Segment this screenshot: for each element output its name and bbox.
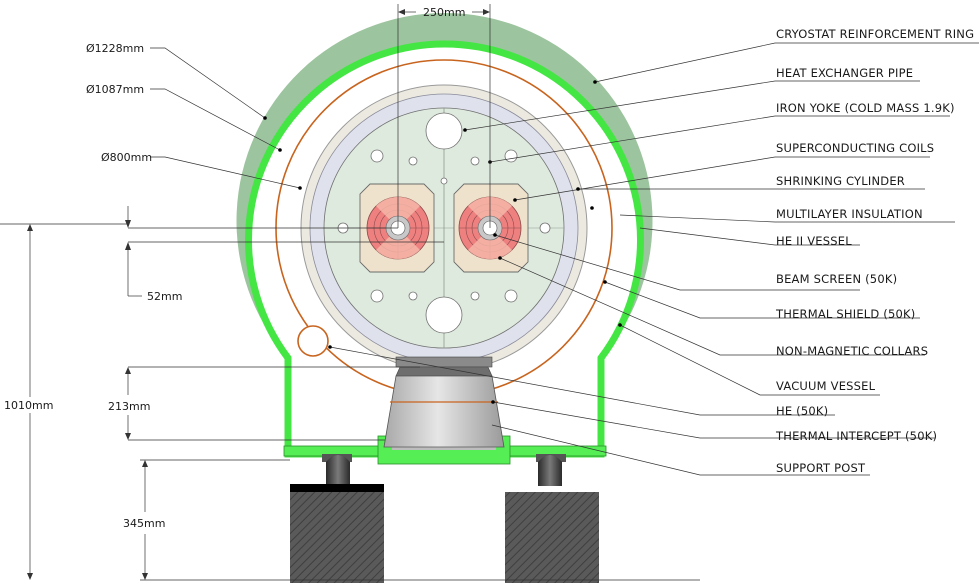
label-he50: HE (50K) xyxy=(776,404,828,418)
base-supports xyxy=(290,454,599,583)
dim-h52: 52mm xyxy=(147,290,182,303)
label-iron-yoke: IRON YOKE (COLD MASS 1.9K) xyxy=(776,101,955,115)
label-vacuum-vessel: VACUUM VESSEL xyxy=(776,379,876,393)
support-post-cone xyxy=(383,375,505,448)
dim-h345: 345mm xyxy=(123,517,165,530)
label-support-post: SUPPORT POST xyxy=(776,461,866,475)
dim-d1228: Ø1228mm xyxy=(86,42,144,55)
label-shrinking-cyl: SHRINKING CYLINDER xyxy=(776,174,905,188)
jack-block-left xyxy=(290,492,384,583)
label-he2-vessel: HE II VESSEL xyxy=(776,234,852,248)
dimension-texts: Ø1228mm Ø1087mm Ø800mm 250mm 52mm 213mm … xyxy=(4,6,465,530)
label-heat-exchanger: HEAT EXCHANGER PIPE xyxy=(776,66,913,80)
he-50k-pipe xyxy=(297,325,329,357)
leader-dots xyxy=(263,80,622,404)
dimension-lines xyxy=(0,4,700,581)
dim-d800: Ø800mm xyxy=(101,151,152,164)
yoke-hole-top xyxy=(425,112,463,150)
label-sc-coils: SUPERCONDUCTING COILS xyxy=(776,141,934,155)
label-cryostat-ring: CRYOSTAT REINFORCEMENT RING xyxy=(776,27,974,41)
dim-spacing: 250mm xyxy=(423,6,465,19)
cold-mass xyxy=(300,84,588,372)
dimension-arrows xyxy=(27,9,490,580)
dim-h213: 213mm xyxy=(108,400,150,413)
label-collars: NON-MAGNETIC COLLARS xyxy=(776,344,928,358)
dim-h1010: 1010mm xyxy=(4,399,53,412)
support-post xyxy=(383,356,505,448)
label-thermal-intercept: THERMAL INTERCEPT (50K) xyxy=(775,429,937,443)
label-beam-screen: BEAM SCREEN (50K) xyxy=(776,272,897,286)
label-thermal-shield: THERMAL SHIELD (50K) xyxy=(775,307,915,321)
leader-lines xyxy=(150,42,979,476)
yoke-hole-bottom xyxy=(425,296,463,334)
component-labels: CRYOSTAT REINFORCEMENT RING HEAT EXCHANG… xyxy=(775,27,974,475)
jack-block-right xyxy=(505,492,599,583)
dim-d1087: Ø1087mm xyxy=(86,83,144,96)
label-mli: MULTILAYER INSULATION xyxy=(776,207,923,221)
